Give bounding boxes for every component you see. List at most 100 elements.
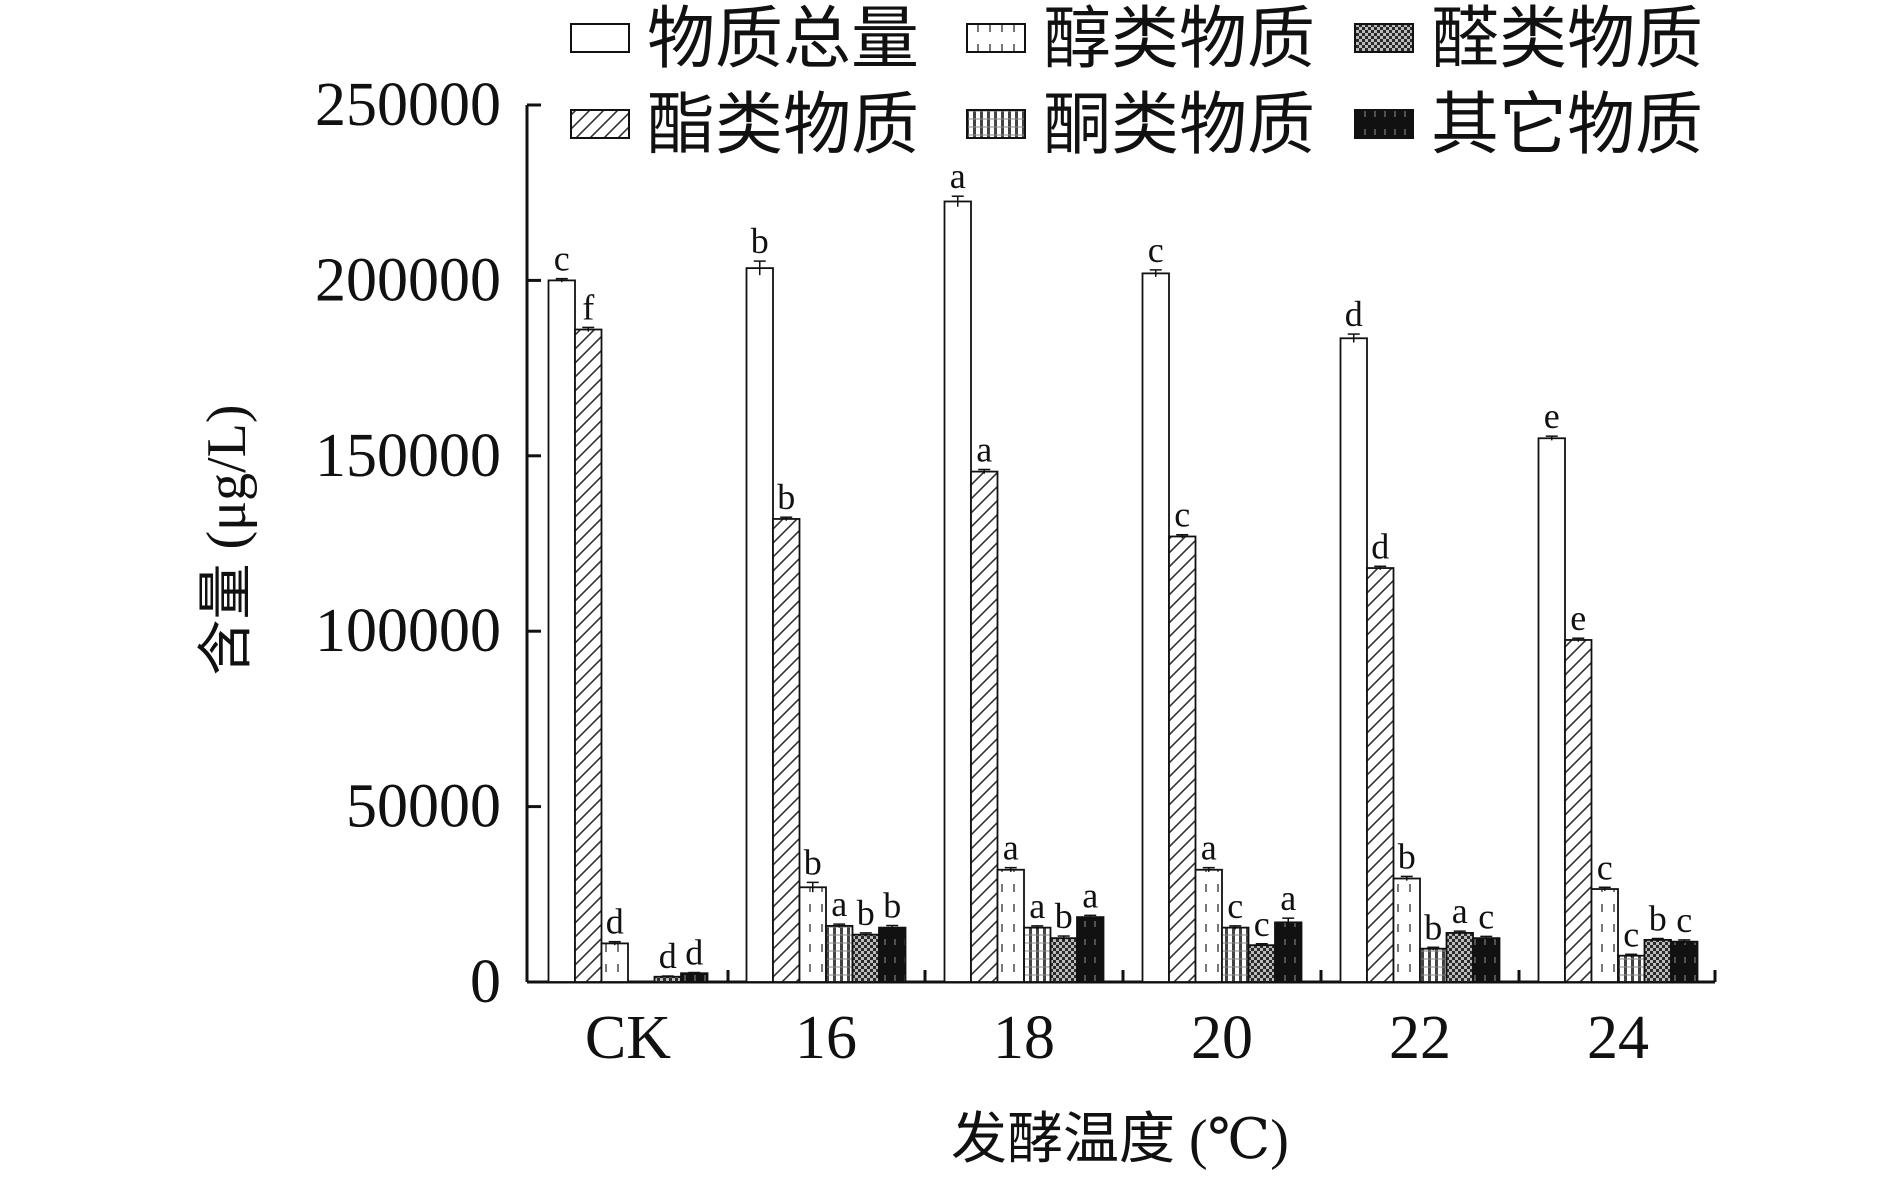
x-axis-title: 发酵温度 (℃): [951, 1109, 1289, 1171]
significance-letter: c: [554, 239, 570, 279]
significance-letter: c: [1676, 900, 1692, 940]
significance-letter: c: [1478, 896, 1494, 936]
significance-letter: c: [1254, 904, 1270, 944]
y-tick-label: 200000: [315, 246, 501, 314]
significance-letter: b: [1055, 896, 1073, 936]
bar: [878, 926, 907, 983]
bar: [1392, 877, 1421, 983]
bar: [574, 328, 603, 983]
x-category-label: CK: [585, 1004, 671, 1072]
x-category-label: 22: [1389, 1004, 1451, 1072]
significance-letter: b: [857, 893, 875, 933]
bar: [1366, 567, 1395, 983]
bar: [1643, 939, 1672, 983]
bar: [1168, 535, 1197, 983]
bar: [1617, 954, 1646, 983]
y-tick-label: 50000: [346, 773, 501, 841]
significance-letter: a: [1452, 891, 1468, 931]
significance-letter: c: [1623, 914, 1639, 954]
y-tick-label: 150000: [315, 422, 501, 490]
bar: [1274, 921, 1303, 983]
x-category-label: 18: [993, 1004, 1055, 1072]
significance-letter: e: [1544, 396, 1560, 436]
error-bars: [555, 195, 1691, 978]
bar: [653, 975, 682, 983]
legend-label: 酮类物质: [1043, 87, 1315, 163]
bar: [1445, 931, 1474, 983]
significance-letter: b: [1424, 907, 1442, 947]
legend-label: 醇类物质: [1043, 1, 1315, 77]
bar: [1472, 937, 1501, 983]
significance-letter: d: [685, 933, 703, 973]
significance-letter: d: [659, 936, 677, 976]
legend-swatch: [1354, 23, 1414, 53]
significance-letter: a: [950, 156, 966, 196]
bar: [943, 200, 972, 983]
significance-letter: a: [1029, 886, 1045, 926]
bar: [772, 518, 801, 983]
bar: [1247, 944, 1276, 983]
significance-letter: a: [1280, 878, 1296, 918]
bar: [1221, 926, 1250, 983]
bar: [1537, 437, 1566, 983]
legend-swatch: [966, 109, 1026, 139]
bar: [745, 267, 774, 983]
bar: [798, 886, 827, 983]
bar: [1419, 947, 1448, 983]
bar: [1023, 926, 1052, 983]
significance-letter: d: [1345, 294, 1363, 334]
significance-letter: d: [1371, 526, 1389, 566]
y-ticks: 0 50000 100000 150000 200000 250000: [315, 71, 541, 1016]
significance-letter: c: [1148, 230, 1164, 270]
significance-letter: a: [831, 884, 847, 924]
legend-label: 酯类物质: [647, 87, 919, 163]
significance-letter: c: [1174, 495, 1190, 535]
bar: [680, 972, 709, 983]
bar: [1194, 868, 1223, 983]
legend-label: 物质总量: [647, 1, 919, 77]
significance-letter: b: [1398, 836, 1416, 876]
significance-letter: d: [606, 902, 624, 942]
y-tick-label: 250000: [315, 71, 501, 139]
significance-letter: a: [1003, 828, 1019, 868]
bar: [600, 942, 629, 983]
legend-swatch: [570, 109, 630, 139]
bar: [1590, 888, 1619, 983]
legend-label: 其它物质: [1431, 87, 1703, 163]
bar: [825, 924, 854, 983]
significance-letter: b: [883, 886, 901, 926]
legend-label: 醛类物质: [1431, 1, 1703, 77]
significance-letter: b: [1649, 899, 1667, 939]
bar: [851, 933, 880, 983]
x-category-label: 16: [795, 1004, 857, 1072]
x-category-labels: CK 16 18 20 22 24: [525, 970, 1717, 1072]
bar: [970, 470, 999, 983]
bar: [1076, 916, 1105, 983]
significance-letter: b: [777, 477, 795, 517]
bar: [1564, 639, 1593, 983]
bar: [996, 868, 1025, 983]
bar: [1670, 940, 1699, 983]
significance-letter: e: [1570, 598, 1586, 638]
y-tick-label: 100000: [315, 597, 501, 665]
significance-letter: c: [1227, 886, 1243, 926]
y-tick-label: 0: [470, 948, 501, 1016]
significance-letter: a: [1082, 875, 1098, 915]
bars: [547, 200, 1699, 983]
bar: [1049, 937, 1078, 983]
legend-swatch: [1354, 109, 1414, 139]
significance-letter: f: [582, 287, 594, 327]
y-axis-title: 含量 (μg/L): [196, 404, 258, 675]
significance-letter: c: [1597, 847, 1613, 887]
x-category-label: 24: [1587, 1004, 1649, 1072]
bar: [1339, 337, 1368, 983]
bar: [547, 279, 576, 983]
significance-letter: b: [751, 221, 769, 261]
legend-swatch: [570, 23, 630, 53]
legend-swatch: [966, 23, 1026, 53]
bar: [1141, 272, 1170, 983]
